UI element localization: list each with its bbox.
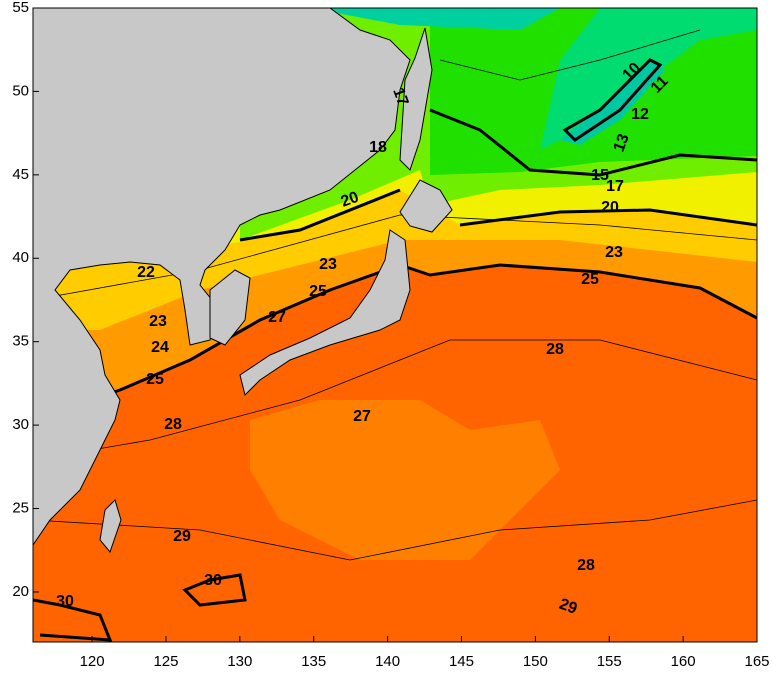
contour-10	[562, 58, 663, 142]
x-tick-label: 140	[375, 653, 400, 670]
land-sakhalin	[399, 27, 433, 171]
contour-label: 17	[389, 86, 411, 109]
contour-label: 29	[173, 528, 191, 545]
y-tick-label: 25	[12, 499, 29, 516]
x-tick-label: 165	[744, 653, 769, 670]
contour-15	[429, 108, 757, 177]
y-tick-label: 30	[12, 416, 29, 433]
contour-label: 24	[151, 339, 169, 356]
contour-label: 20	[339, 189, 362, 211]
contour-label: 25	[581, 271, 599, 288]
contour-label: 23	[605, 244, 623, 261]
contour-30	[33, 573, 247, 642]
contour-label: 13	[611, 132, 633, 155]
contour-label: 29	[557, 596, 580, 618]
contour-label: 28	[546, 341, 564, 358]
contour-label: 22	[137, 264, 155, 281]
land-taiwan	[99, 499, 122, 554]
y-tick-label: 55	[12, 0, 29, 16]
contour-label: 30	[204, 572, 222, 589]
y-tick-label: 20	[12, 583, 29, 600]
land-korea	[209, 269, 251, 346]
x-tick-label: 145	[449, 653, 474, 670]
x-tick-label: 120	[80, 653, 105, 670]
x-tick-label: 135	[301, 653, 326, 670]
contour-label: 18	[369, 139, 387, 156]
contour-label: 15	[591, 167, 609, 184]
band-top	[310, 8, 560, 30]
contour-label: 25	[309, 283, 327, 300]
band-28	[250, 400, 560, 560]
y-tick-label: 45	[12, 166, 29, 183]
contour-label: 23	[149, 313, 167, 330]
contour-label: 17	[606, 178, 624, 195]
plot-frame	[32, 7, 758, 643]
x-tick-label: 155	[597, 653, 622, 670]
contour-label: 12	[631, 106, 649, 123]
land-japan	[239, 229, 411, 396]
contour-20	[239, 188, 757, 242]
contour-label: 28	[577, 557, 595, 574]
y-tick-label: 40	[12, 249, 29, 266]
x-tick-label: 160	[671, 653, 696, 670]
y-tick-label: 35	[12, 333, 29, 350]
x-tick-label: 150	[523, 653, 548, 670]
contour-label: 23	[319, 256, 337, 273]
band-11	[560, 60, 665, 145]
contour-label: 25	[146, 371, 164, 388]
contour-label: 20	[601, 199, 619, 216]
contour-label: 27	[268, 309, 286, 326]
contour-label: 30	[56, 593, 74, 610]
x-tick-label: 130	[227, 653, 252, 670]
land-asia	[33, 8, 411, 546]
contour-minor	[33, 29, 757, 561]
y-tick-label: 50	[12, 82, 29, 99]
land-hokkaido	[399, 179, 453, 233]
contour-label: 28	[164, 416, 182, 433]
temperature-field	[33, 8, 757, 642]
x-tick-label: 125	[153, 653, 178, 670]
contour-label: 27	[353, 408, 371, 425]
